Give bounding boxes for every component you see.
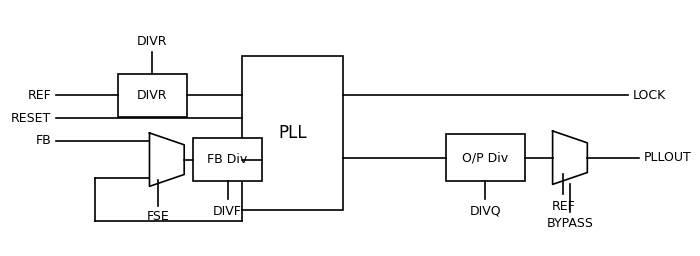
Text: DIVF: DIVF [214, 205, 242, 218]
Bar [241, 56, 343, 210]
Text: RESET: RESET [11, 112, 51, 125]
Text: PLL: PLL [278, 124, 307, 142]
Text: FB: FB [36, 134, 51, 147]
Text: FSE: FSE [147, 209, 169, 222]
Bar [193, 138, 262, 182]
Text: REF: REF [552, 200, 575, 213]
Text: DIVR: DIVR [137, 89, 167, 102]
Text: DIVR: DIVR [137, 35, 167, 48]
Text: BYPASS: BYPASS [547, 217, 594, 230]
Text: REF: REF [27, 89, 51, 102]
Bar [446, 134, 524, 182]
Text: O/P Div: O/P Div [462, 151, 508, 164]
Bar [118, 73, 187, 117]
Text: LOCK: LOCK [633, 89, 666, 102]
Text: PLLOUT: PLLOUT [644, 151, 692, 164]
Text: DIVQ: DIVQ [469, 205, 501, 218]
Text: FB Div: FB Div [207, 153, 248, 166]
